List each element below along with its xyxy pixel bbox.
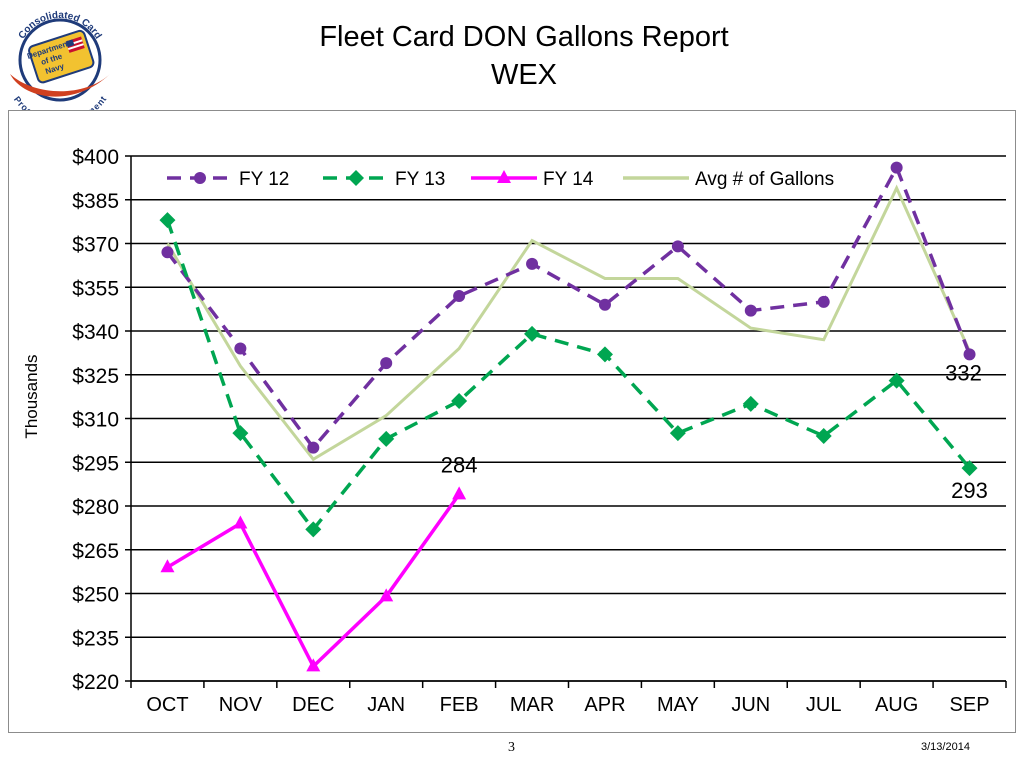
point-fy-12-mar	[526, 257, 539, 270]
y-tick-label-310: $310	[72, 409, 119, 432]
x-tick-label-feb: FEB	[440, 694, 479, 716]
point-fy-13-nov	[232, 425, 249, 442]
slide-title: Fleet Card DON Gallons Report	[319, 21, 729, 53]
point-fy-13-jan	[378, 430, 395, 447]
y-tick-label-325: $325	[72, 365, 119, 388]
series-line-fy-12	[166, 163, 972, 451]
point-fy-13-apr	[596, 346, 613, 363]
point-fy-13-dec	[305, 521, 322, 538]
legend-marker-fy-14	[497, 170, 511, 183]
navy-card-program-logo: Department of the Navy Consolidated Card…	[10, 10, 110, 110]
x-tick-label-oct: OCT	[146, 694, 188, 716]
point-fy-12-nov	[234, 342, 247, 355]
legend-label-fy-12: FY 12	[239, 169, 289, 190]
point-fy-13-aug	[888, 372, 905, 389]
point-fy-13-jun	[742, 395, 759, 412]
point-fy-12-jul	[817, 295, 830, 308]
legend-marker-fy-13	[348, 170, 364, 186]
point-fy-14-dec	[306, 658, 321, 672]
y-tick-label-250: $250	[72, 584, 119, 607]
x-tick-label-mar: MAR	[510, 694, 554, 716]
point-fy-12-may	[671, 240, 684, 253]
data-label-sep-332: 332	[945, 360, 982, 385]
point-fy-13-mar	[524, 325, 541, 342]
point-fy-12-dec	[307, 441, 320, 454]
legend-label-fy-13: FY 13	[395, 169, 445, 190]
footer-date: 3/13/2014	[921, 741, 970, 753]
y-tick-label-235: $235	[72, 627, 119, 650]
point-fy-12-jan	[380, 357, 393, 370]
x-tick-label-dec: DEC	[292, 694, 334, 716]
series-line-fy-14	[166, 493, 461, 670]
y-tick-label-340: $340	[72, 321, 119, 344]
y-tick-label-220: $220	[72, 671, 119, 694]
series-line-fy-13	[165, 219, 971, 533]
point-fy-13-jul	[815, 428, 832, 444]
point-fy-12-jun	[744, 304, 757, 317]
y-tick-label-280: $280	[72, 496, 119, 519]
logo-swoosh	[10, 74, 110, 97]
legend-marker-fy-12	[194, 172, 206, 184]
point-fy-13-may	[669, 425, 686, 442]
y-tick-label-400: $400	[72, 146, 119, 169]
x-tick-label-jul: JUL	[806, 694, 842, 716]
y-axis-label: Thousands	[22, 354, 41, 438]
slide-subtitle: WEX	[490, 59, 558, 91]
x-tick-label-jan: JAN	[367, 694, 405, 716]
point-fy-12-feb	[453, 290, 466, 302]
data-label-feb-284: 284	[441, 452, 478, 477]
y-tick-label-295: $295	[72, 452, 119, 475]
y-tick-label-355: $355	[72, 277, 119, 300]
point-fy-12-apr	[598, 298, 611, 311]
point-fy-12-aug	[890, 161, 903, 174]
point-fy-12-sep	[963, 348, 976, 361]
point-fy-14-jan	[379, 588, 394, 602]
chart-frame: $220 $235 $250 $265 $280 $295 $310 $325 $340 $355…	[8, 110, 1016, 733]
legend-label-fy-14: FY 14	[543, 169, 594, 190]
y-tick-label-265: $265	[72, 540, 119, 563]
y-tick-label-370: $370	[72, 234, 119, 257]
x-tick-label-nov: NOV	[219, 694, 263, 716]
point-fy-14-oct	[160, 559, 175, 573]
point-fy-13-feb	[451, 393, 468, 409]
point-fy-14-nov	[233, 515, 248, 529]
x-tick-label-apr: APR	[584, 694, 625, 716]
point-fy-13-sep	[961, 460, 978, 477]
legend-label-avg-of-gallons: Avg # of Gallons	[695, 169, 834, 190]
x-tick-label-aug: AUG	[875, 694, 918, 716]
point-fy-13-oct	[159, 212, 176, 229]
x-tick-label-sep: SEP	[950, 694, 990, 716]
data-label-sep-293: 293	[951, 478, 988, 503]
gallons-line-chart: $220 $235 $250 $265 $280 $295 $310 $325 $340 $355…	[22, 146, 1007, 716]
y-tick-label-385: $385	[72, 190, 119, 213]
x-tick-label-may: MAY	[657, 694, 699, 716]
series-line-avg-of-gallons	[166, 184, 971, 462]
page-number: 3	[508, 740, 515, 755]
point-fy-14-feb	[452, 486, 467, 500]
point-fy-12-oct	[161, 246, 174, 259]
x-tick-label-jun: JUN	[731, 694, 770, 716]
